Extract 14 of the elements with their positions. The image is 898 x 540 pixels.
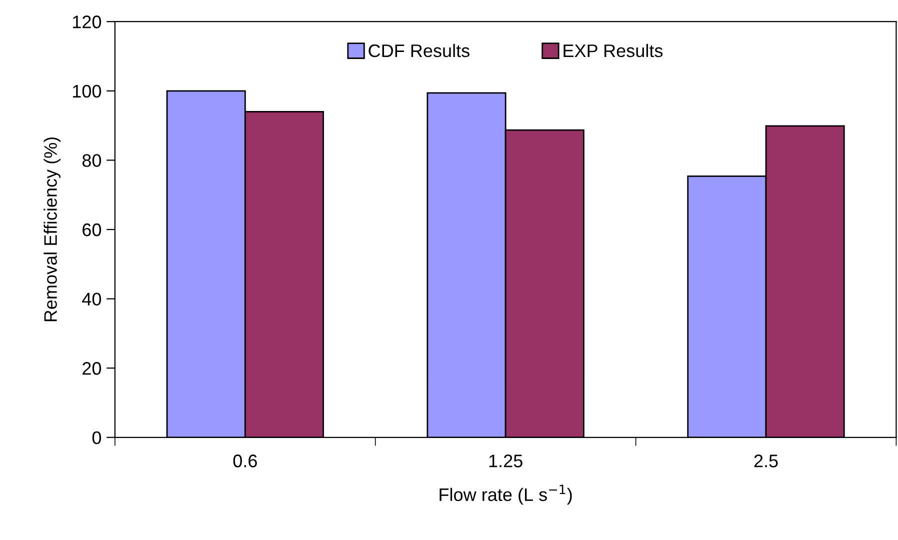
legend-label: EXP Results: [564, 44, 663, 58]
legend-label: CDF Results: [368, 44, 470, 58]
x-axis-title: Flow rate (L s$^{−1}$): [440, 484, 572, 505]
y-tick-label: 100: [73, 84, 102, 98]
y-tick-label: 60: [82, 223, 102, 236]
x-tick-label: 0.6: [233, 454, 257, 468]
y-tick-label: 80: [82, 154, 102, 167]
y-axis-title: Removal Efficiency (%): [44, 137, 61, 322]
y-tick-label: 120: [73, 16, 102, 28]
x-tick-label: 2.5: [754, 454, 778, 468]
y-tick-label: 20: [82, 362, 102, 375]
y-tick-label: 0: [92, 431, 102, 444]
y-tick-label: 40: [82, 292, 102, 306]
x-tick-label: 1.25: [489, 454, 522, 468]
